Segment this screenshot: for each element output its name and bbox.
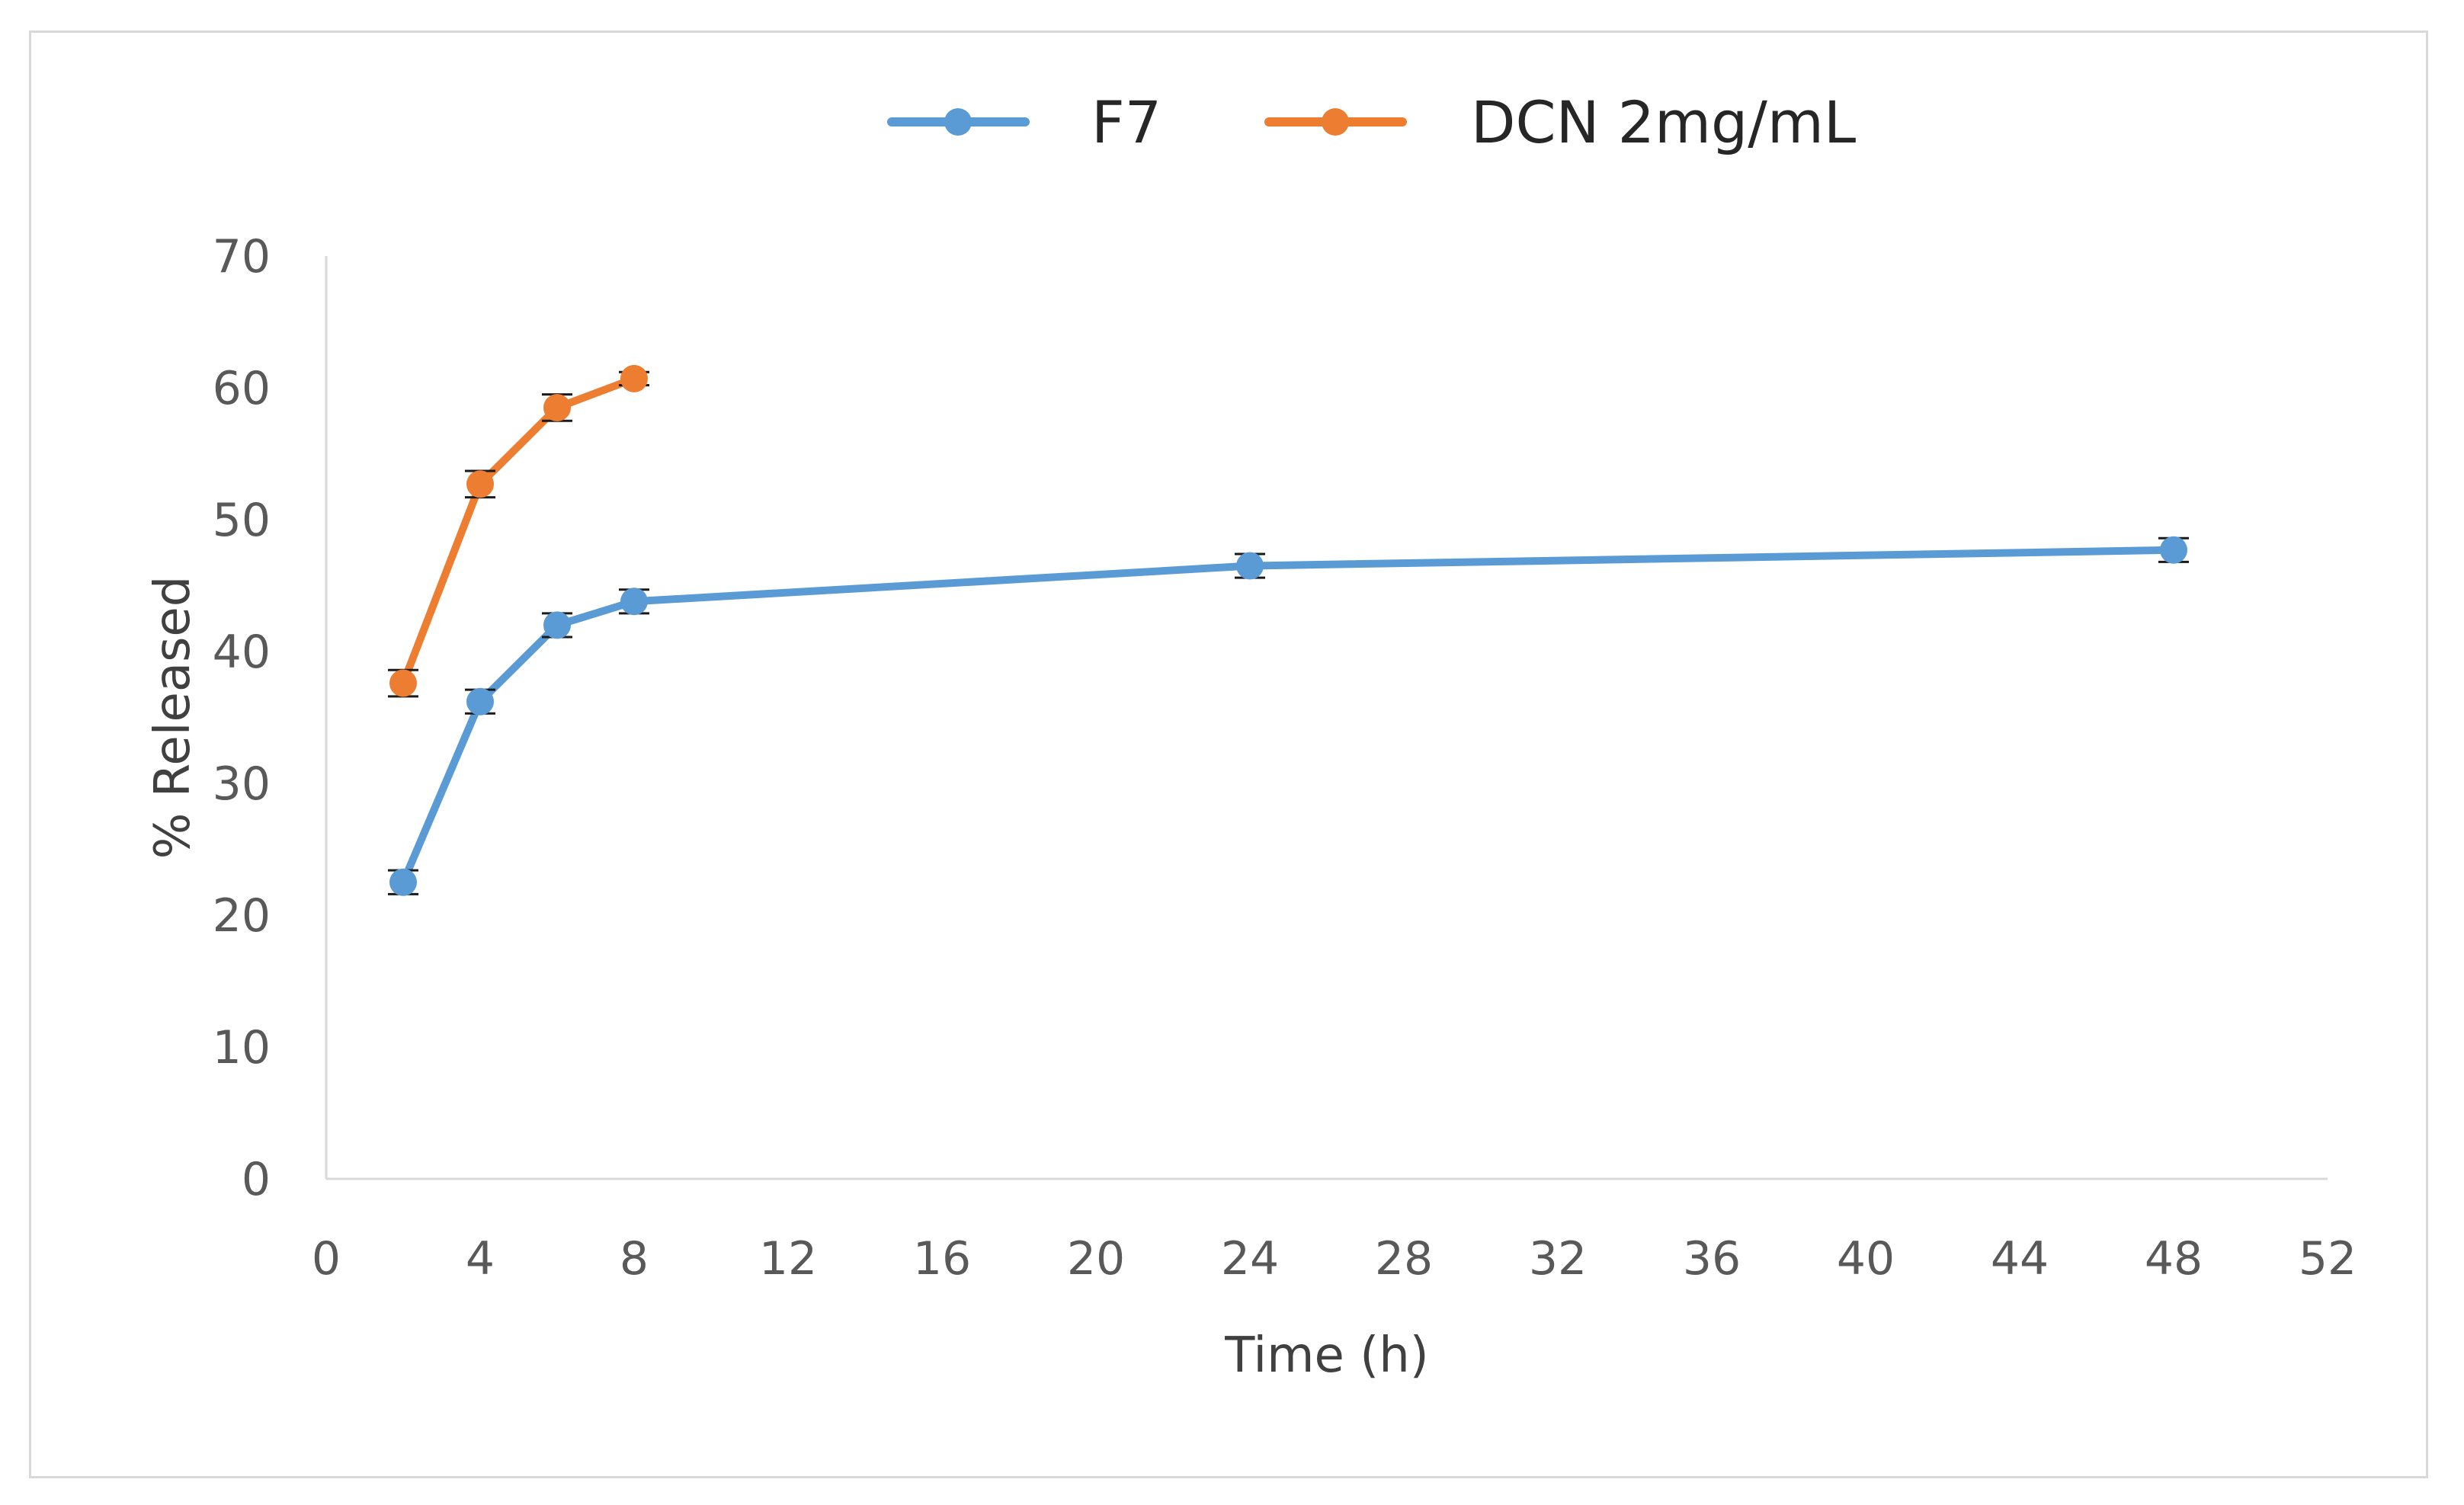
x-tick-label: 16 [913, 1232, 971, 1286]
y-tick-label: 60 [213, 362, 271, 415]
legend-marker [944, 108, 972, 136]
x-tick-label: 28 [1375, 1232, 1433, 1286]
x-tick-label: 0 [312, 1232, 341, 1286]
x-tick-label: 36 [1683, 1232, 1741, 1286]
y-tick-label: 10 [213, 1021, 271, 1074]
x-tick-labels: 0 4 8 12 16 20 24 28 32 36 40 44 48 52 [312, 1232, 2357, 1286]
x-tick-label: 40 [1837, 1232, 1895, 1286]
legend-marker [1322, 108, 1349, 136]
data-point [466, 470, 494, 498]
data-point [2160, 536, 2187, 564]
series-line [399, 546, 2177, 886]
data-point [466, 687, 494, 716]
y-tick-label: 0 [242, 1153, 271, 1206]
data-point [1236, 552, 1264, 580]
y-tick-label: 40 [213, 626, 271, 679]
y-axis-title: % Released [145, 576, 201, 860]
axes [325, 256, 2328, 1180]
y-tick-label: 50 [213, 494, 271, 547]
legend: F7 DCN 2mg/mL [887, 88, 1856, 156]
x-tick-label: 52 [2299, 1232, 2357, 1286]
x-tick-label: 20 [1067, 1232, 1125, 1286]
legend-label: F7 [1091, 88, 1162, 156]
x-tick-label: 44 [1991, 1232, 2049, 1286]
legend-label: DCN 2mg/mL [1471, 88, 1856, 156]
data-point [620, 364, 648, 392]
x-tick-label: 32 [1529, 1232, 1587, 1286]
x-tick-label: 24 [1221, 1232, 1279, 1286]
data-point [389, 868, 417, 896]
series-layer [388, 364, 2189, 896]
series-group [388, 364, 649, 698]
x-axis-title: Time (h) [1224, 1327, 1428, 1384]
chart-frame [29, 30, 2428, 1478]
y-tick-label: 30 [213, 757, 271, 811]
series-line [399, 374, 638, 687]
x-tick-label: 8 [620, 1232, 649, 1286]
x-tick-label: 12 [759, 1232, 817, 1286]
data-point [620, 588, 648, 616]
x-tick-label: 4 [466, 1232, 495, 1286]
y-tick-labels: 0 10 20 30 40 50 60 70 [213, 230, 271, 1206]
data-point [389, 669, 417, 697]
y-tick-label: 20 [213, 889, 271, 943]
data-point [543, 393, 571, 421]
series-group [388, 536, 2189, 896]
y-tick-label: 70 [213, 230, 271, 283]
x-tick-label: 48 [2145, 1232, 2203, 1286]
data-point [543, 611, 571, 639]
